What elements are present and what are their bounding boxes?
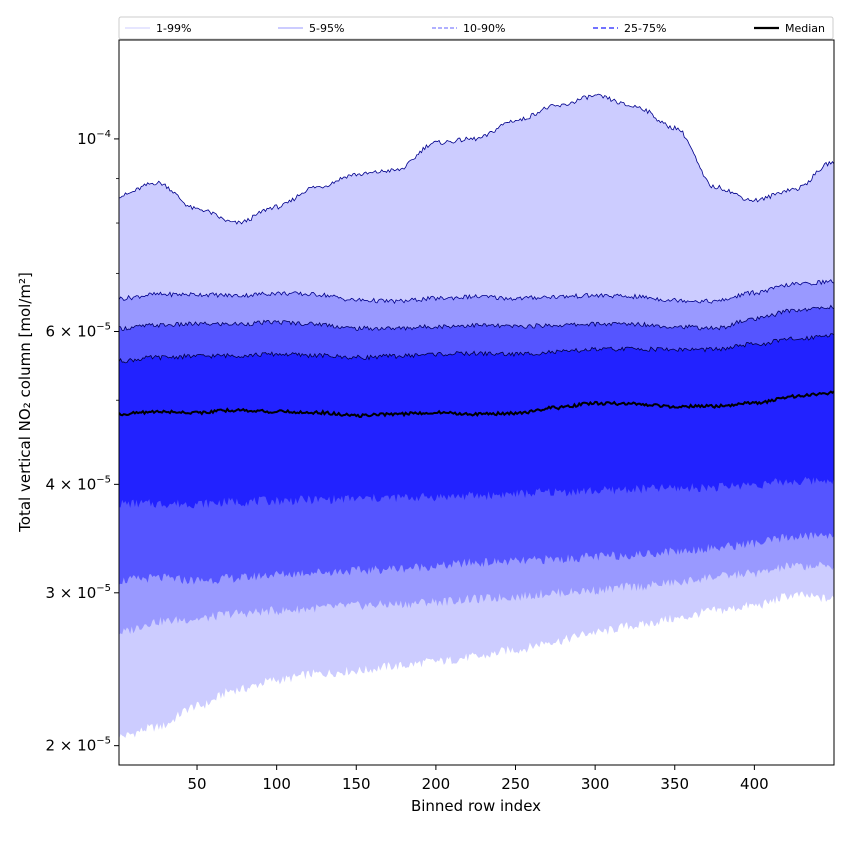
band-upper-line-5-95% <box>119 279 834 305</box>
y-tick-label: 6 × 10−5 <box>46 321 112 340</box>
band-area-25-75% <box>119 333 834 509</box>
legend-label: 5-95% <box>309 22 344 35</box>
median-line <box>119 390 834 418</box>
legend-label: 25-75% <box>624 22 666 35</box>
x-axis-label: Binned row index <box>411 797 541 815</box>
y-tick-label: 2 × 10−5 <box>46 736 112 755</box>
y-axis: 2 × 10−5 3 × 10−5 4 × 10−5 6 × 10−5 10−4 <box>46 129 119 755</box>
y-axis-label: Total vertical NO₂ column [mol/m²] <box>16 272 34 533</box>
band-upper-line-10-90% <box>119 304 834 332</box>
legend-label: Median <box>785 22 825 35</box>
x-tick-label: 350 <box>660 775 689 793</box>
median-layer <box>119 390 834 418</box>
legend-label: 10-90% <box>463 22 505 35</box>
legend-box <box>118 16 834 40</box>
x-tick-label: 400 <box>740 775 769 793</box>
y-tick-label: 10−4 <box>77 129 111 148</box>
x-tick-label: 100 <box>262 775 291 793</box>
x-axis: 50 100 150 200 250 300 350 400 <box>187 765 769 793</box>
y-tick-label: 4 × 10−5 <box>46 474 112 493</box>
x-tick-label: 250 <box>501 775 530 793</box>
y-tick-label: 3 × 10−5 <box>46 583 112 602</box>
legend-label: 1-99% <box>156 22 191 35</box>
bands-layer <box>119 93 834 740</box>
plot-frame <box>118 39 835 766</box>
band-upper-line-25-75% <box>119 333 834 364</box>
x-tick-label: 200 <box>422 775 451 793</box>
legend: 1-99% 5-95% 10-90% 25-75% Median <box>118 16 834 40</box>
x-tick-label: 300 <box>581 775 610 793</box>
x-tick-label: 150 <box>342 775 371 793</box>
x-tick-label: 50 <box>187 775 206 793</box>
band-upper-line-1-99% <box>119 93 834 225</box>
